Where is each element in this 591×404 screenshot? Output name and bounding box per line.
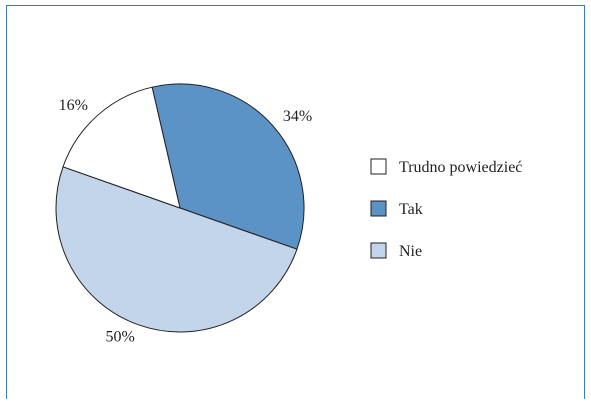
legend-label-nie: Nie bbox=[399, 243, 422, 260]
legend-label-tak: Tak bbox=[399, 201, 423, 218]
pie-labels: 34% 50% 16% bbox=[59, 97, 313, 345]
pie-slice-trudno-powiedzie- bbox=[62, 86, 181, 209]
legend: Trudno powiedzieć Tak Nie bbox=[370, 158, 522, 260]
pie-slice-tak bbox=[151, 83, 305, 250]
legend-swatch-tak bbox=[370, 200, 387, 217]
pie-slice-nie bbox=[55, 166, 298, 333]
legend-swatch-trudno-powiedzie- bbox=[370, 158, 387, 175]
pie-label-nie: 50% bbox=[105, 328, 134, 345]
pie-slices bbox=[55, 83, 305, 333]
pie-label-tak: 34% bbox=[283, 108, 312, 125]
legend-swatch-nie bbox=[370, 242, 387, 259]
legend-label-trudno-powiedzie-: Trudno powiedzieć bbox=[399, 159, 522, 176]
pie-label-trudno-powiedzie-: 16% bbox=[59, 97, 88, 114]
